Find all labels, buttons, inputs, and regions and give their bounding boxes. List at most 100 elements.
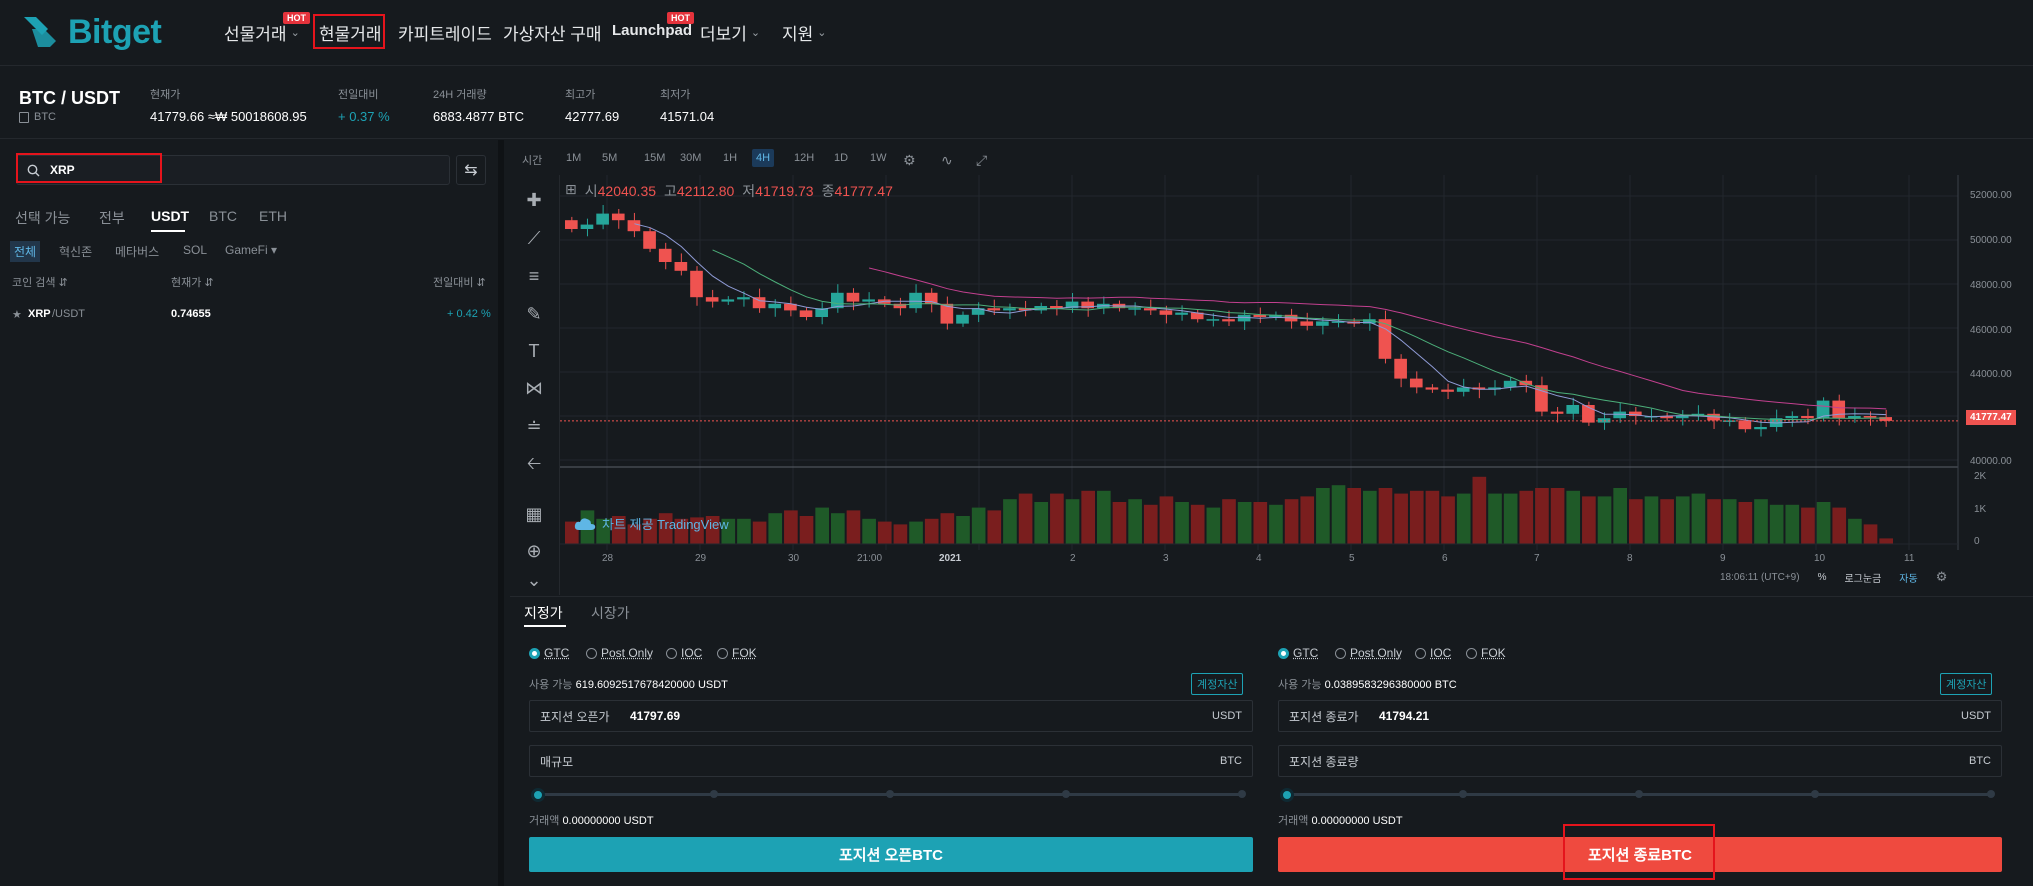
available-balance: 사용 가능 0.0389583296380000 BTC — [1278, 676, 1457, 692]
slider-step[interactable] — [710, 790, 718, 798]
tab-market[interactable]: 시장가 — [591, 605, 630, 621]
timeframe-8[interactable]: 1D — [834, 152, 849, 164]
pair-title[interactable]: BTC / USDT — [19, 88, 120, 108]
indicator-icon[interactable]: ∿ — [941, 152, 953, 168]
timeframe-5[interactable]: 1H — [723, 152, 738, 164]
col-change[interactable]: 전일대비 ⇵ — [433, 274, 486, 290]
option-gtc[interactable]: GTC — [1278, 646, 1318, 660]
percent-toggle[interactable]: % — [1817, 571, 1827, 583]
tab-btc[interactable]: BTC — [209, 208, 237, 224]
swap-icon[interactable]: ⇆ — [456, 155, 486, 185]
amount-slider[interactable] — [531, 788, 1246, 802]
slider-step[interactable] — [1459, 790, 1467, 798]
text-icon[interactable]: T — [528, 340, 540, 361]
nav-spot[interactable]: 현물거래 — [319, 20, 382, 45]
open-position-button[interactable]: 포지션 오픈BTC — [529, 837, 1253, 872]
option-post-only[interactable]: Post Only — [1335, 646, 1402, 660]
gear-icon[interactable]: ⚙ — [1935, 569, 1948, 584]
candle — [643, 231, 656, 249]
market-search[interactable] — [16, 155, 450, 185]
ticker-current-label: 현재가 — [150, 89, 181, 101]
timeframe-4[interactable]: 30M — [680, 152, 702, 164]
volume-bar — [611, 516, 626, 544]
gear-icon[interactable]: ⚙ — [903, 152, 916, 168]
option-fok[interactable]: FOK — [717, 646, 757, 660]
amount-slider[interactable] — [1280, 788, 1995, 802]
candle — [1175, 312, 1188, 315]
price-value[interactable]: 41794.21 — [1379, 709, 1430, 723]
tab-selectable[interactable]: 선택 가능 — [15, 210, 71, 226]
subtab-gamefi[interactable]: GameFi ▾ — [221, 241, 281, 259]
tradingview-badge[interactable]: 차트 제공 TradingView — [574, 514, 729, 533]
option-ioc[interactable]: IOC — [666, 646, 702, 660]
nav-futures[interactable]: 선물거래 ⌄ — [224, 20, 300, 45]
nav-launchpad[interactable]: Launchpad — [612, 22, 692, 39]
slider-handle[interactable] — [531, 788, 545, 802]
zoom-icon[interactable]: ⊕ — [526, 540, 542, 561]
back-arrow-icon[interactable]: 🡠 — [526, 453, 542, 473]
tab-eth[interactable]: ETH — [259, 208, 287, 224]
nav-support[interactable]: 지원 ⌄ — [782, 20, 827, 45]
timeframe-7[interactable]: 12H — [794, 152, 815, 164]
fullscreen-icon[interactable]: ⤢ — [976, 152, 988, 168]
ticker-volume-label: 24H 거래량 — [433, 89, 487, 101]
crosshair-icon[interactable]: ✚ — [526, 189, 542, 210]
price-field[interactable]: 포지션 종료가 41794.21 USDT — [1278, 700, 2002, 732]
subtab-sol[interactable]: SOL — [183, 243, 208, 257]
timeframe-3[interactable]: 15M — [644, 152, 666, 164]
option-gtc[interactable]: GTC — [529, 646, 569, 660]
slider-step[interactable] — [1062, 790, 1070, 798]
trend-line-icon[interactable]: ⟋ — [527, 227, 541, 248]
slider-step[interactable] — [1811, 790, 1819, 798]
pattern-icon[interactable]: ⋈ — [525, 377, 543, 398]
timeframe-0[interactable]: 시간 — [522, 155, 543, 167]
candle — [1879, 417, 1892, 421]
tab-all[interactable]: 전부 — [99, 210, 125, 226]
bitget-logo[interactable]: Bitget — [22, 12, 162, 52]
ruler-icon[interactable]: ▦ — [525, 503, 543, 524]
coin-quote: /USDT — [52, 308, 85, 320]
subtab-all[interactable]: 전체 — [10, 241, 41, 262]
account-asset-button[interactable]: 계정자산 — [1940, 673, 1993, 695]
nav-buy-crypto[interactable]: 가상자산 구매 — [503, 20, 602, 45]
volume-bar — [815, 507, 829, 544]
account-asset-button[interactable]: 계정자산 — [1191, 673, 1244, 695]
nav-copytrade[interactable]: 카피트레이드 — [398, 20, 492, 45]
tab-limit[interactable]: 지정가 — [524, 605, 563, 621]
auto-scale-toggle[interactable]: 자동 — [1899, 573, 1918, 585]
subtab-innovation[interactable]: 혁신존 — [59, 245, 93, 259]
timeframe-6[interactable]: 4H — [752, 149, 775, 167]
size-field[interactable]: 매규모 BTC — [529, 745, 1253, 777]
search-input[interactable] — [50, 163, 350, 177]
slider-step[interactable] — [1238, 790, 1246, 798]
col-coin[interactable]: 코인 검색 ⇵ — [12, 274, 68, 290]
subtab-metaverse[interactable]: 메타버스 — [115, 245, 160, 259]
option-post-only[interactable]: Post Only — [586, 646, 653, 660]
timeframe-1[interactable]: 1M — [566, 152, 582, 164]
nav-more[interactable]: 더보기 ⌄ — [700, 20, 760, 45]
slider-step[interactable] — [1987, 790, 1995, 798]
candlestick-chart[interactable] — [560, 175, 2000, 555]
slider-step[interactable] — [886, 790, 894, 798]
moving-average-line — [868, 267, 1887, 410]
ticker-high-value: 42777.69 — [565, 109, 620, 124]
measure-icon[interactable]: ≐ — [526, 415, 542, 436]
timeframe-2[interactable]: 5M — [602, 152, 618, 164]
slider-step[interactable] — [1635, 790, 1643, 798]
option-ioc[interactable]: IOC — [1415, 646, 1451, 660]
slider-handle[interactable] — [1280, 788, 1294, 802]
price-field[interactable]: 포지션 오픈가 41797.69 USDT — [529, 700, 1253, 732]
close-position-button[interactable]: 포지션 종료BTC — [1278, 837, 2002, 872]
brush-icon[interactable]: ✎ — [526, 303, 542, 324]
star-icon[interactable]: ★ — [12, 309, 22, 321]
option-fok[interactable]: FOK — [1466, 646, 1506, 660]
fib-icon[interactable]: ≡ — [528, 265, 540, 286]
timeframe-9[interactable]: 1W — [870, 152, 887, 164]
chevron-down-icon[interactable]: ⌄ — [526, 569, 542, 590]
col-price[interactable]: 현재가 ⇵ — [171, 274, 214, 290]
price-value[interactable]: 41797.69 — [630, 709, 681, 723]
size-field[interactable]: 포지션 종료량 BTC — [1278, 745, 2002, 777]
volume-bar — [1488, 493, 1502, 544]
log-scale-toggle[interactable]: 로그눈금 — [1844, 573, 1882, 585]
tab-usdt[interactable]: USDT — [151, 208, 190, 224]
